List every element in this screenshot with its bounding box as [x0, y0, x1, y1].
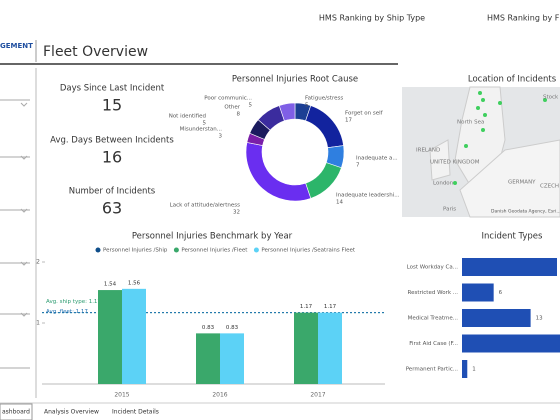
tab[interactable]: ashboard	[2, 409, 30, 416]
kpi-label: Number of Incidents	[69, 187, 156, 197]
slice-label: Forget on self	[345, 111, 384, 117]
reference-label: Avg. fleet: 1.17	[46, 309, 88, 315]
y-tick-label: 1	[36, 320, 40, 327]
bar	[462, 309, 531, 327]
slice-label: Lack of attitude/alertness	[170, 203, 240, 209]
donut-slice	[278, 102, 296, 122]
slice-value: 5	[249, 103, 253, 109]
page-title: Fleet Overview	[43, 44, 148, 60]
bar	[462, 360, 468, 378]
legend-label: Personnel Injuries /Seatrains Fleet	[261, 248, 356, 254]
value-label: 1.56	[128, 280, 141, 286]
slice-value: 17	[345, 118, 352, 124]
y-tick-label: Lost Workday Ca...	[407, 265, 459, 271]
x-tick-label: 2015	[114, 392, 129, 399]
bar	[122, 288, 146, 384]
map-label: Stock	[543, 95, 559, 101]
y-tick-label: First Aid Case (F...	[409, 341, 458, 347]
chart-title: Incident Types	[482, 232, 543, 242]
slice-value: 5	[305, 103, 309, 109]
bar	[462, 283, 494, 302]
reference-label: Avg. ship type: 1.17	[46, 299, 101, 305]
y-tick-label: Permanent Partic...	[406, 367, 459, 373]
top-bar	[0, 0, 560, 36]
x-tick-label: 2016	[212, 392, 227, 399]
map-label: North Sea	[457, 120, 484, 126]
tab-active	[0, 403, 33, 420]
donut-slice	[245, 142, 312, 202]
x-tick-label: 2017	[310, 392, 325, 399]
y-tick-label: 2	[36, 259, 40, 266]
bar	[196, 333, 220, 384]
chart-title: Personnel Injuries Root Cause	[232, 75, 358, 85]
slice-label: Other	[224, 105, 240, 111]
value-label: 1.17	[324, 304, 337, 310]
tab[interactable]: Analysis Overview	[44, 409, 99, 416]
value-label: 0.83	[226, 325, 239, 331]
slice-label: Inadequate a...	[356, 156, 398, 162]
legend-dot	[95, 247, 101, 253]
value-label: 6	[499, 290, 503, 296]
bar	[462, 258, 557, 276]
kpi-value: 15	[102, 96, 122, 115]
bar	[294, 312, 318, 384]
bar	[98, 290, 122, 384]
legend-dot	[173, 247, 179, 253]
slice-value: 8	[237, 112, 241, 118]
logo: GEMENT	[0, 42, 33, 50]
slice-label: Misunderstan...	[180, 127, 223, 133]
slice-label: Inadequate leadershi...	[336, 193, 400, 199]
bar	[318, 312, 342, 384]
value-label: 1	[472, 367, 476, 373]
map-label: UNITED KINGDOM	[430, 160, 480, 166]
map-credit: Danish Geodata Agency, Esri...	[491, 209, 560, 215]
filter-pane	[0, 99, 30, 369]
map-label: IRELAND	[416, 148, 440, 154]
panel-title: Location of Incidents	[468, 75, 557, 85]
value-label: 0.83	[202, 325, 215, 331]
legend-label: Personnel Injuries /Ship	[103, 248, 168, 254]
value-label: 1.54	[104, 282, 117, 288]
legend-dot	[253, 247, 259, 253]
nav-link[interactable]: HMS Ranking by Fl	[487, 14, 560, 23]
slice-label: Fatigue/stress	[305, 96, 343, 102]
tab[interactable]: Incident Details	[112, 409, 159, 416]
value-label: 1.17	[300, 304, 313, 310]
slice-value: 32	[233, 210, 240, 216]
bar	[220, 333, 244, 384]
map-label: GERMANY	[508, 180, 536, 186]
legend-label: Personnel Injuries /Fleet	[181, 248, 248, 254]
bar	[462, 334, 560, 353]
slice-value: 7	[356, 163, 360, 169]
slice-label: Poor communic...	[204, 96, 252, 102]
slice-value: 3	[219, 134, 223, 140]
kpi-label: Avg. Days Between Incidents	[50, 136, 174, 146]
kpi-label: Days Since Last Incident	[60, 84, 165, 94]
y-tick-label: Medical Treatme...	[408, 316, 459, 322]
slice-value: 5	[203, 121, 207, 127]
map-label: Paris	[443, 207, 456, 213]
slice-label: Not identified	[169, 114, 206, 120]
donut-slice	[305, 105, 344, 149]
slice-value: 14	[336, 200, 343, 206]
kpi-value: 16	[102, 148, 122, 167]
chart-title: Personnel Injuries Benchmark by Year	[132, 232, 293, 242]
map	[402, 86, 560, 218]
kpi-value: 63	[102, 199, 122, 218]
map-label: London	[433, 181, 454, 187]
value-label: 13	[536, 316, 543, 322]
nav-link[interactable]: HMS Ranking by Ship Type	[319, 14, 425, 23]
y-tick-label: Restricted Work ...	[408, 290, 459, 296]
map-label: CZECH	[540, 184, 559, 190]
